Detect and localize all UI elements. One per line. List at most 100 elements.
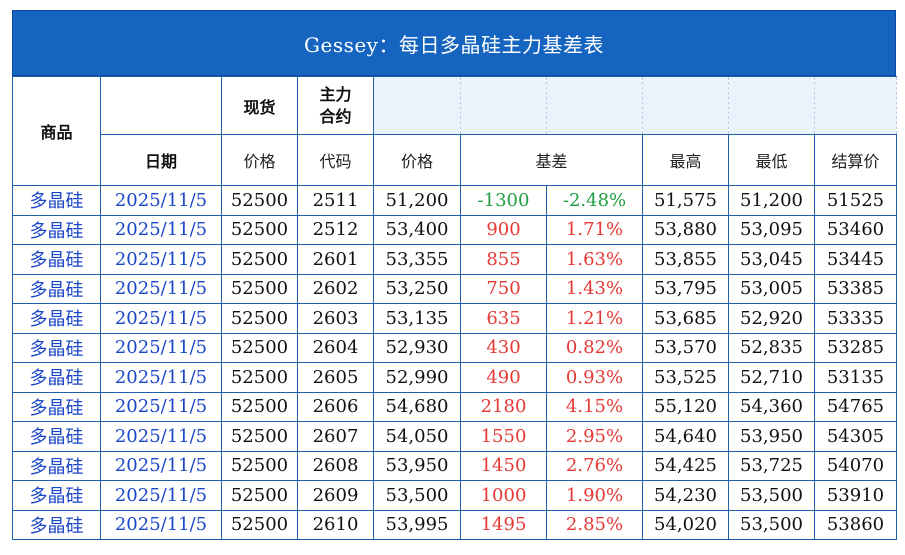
- cell-price: 52,990: [373, 362, 461, 393]
- cell-price: 52,930: [373, 332, 461, 363]
- cell-basis-pct: 2.95%: [546, 421, 643, 452]
- cell-basis: 1550: [460, 421, 547, 452]
- cell-date: 2025/11/5: [100, 480, 222, 511]
- cell-spot: 52500: [221, 214, 298, 245]
- cell-price: 54,050: [373, 421, 461, 452]
- table-row: 多晶硅 2025/11/5 52500 2604 52,930 430 0.82% 53,57…: [12, 332, 897, 363]
- header-high: 最高: [642, 134, 729, 186]
- cell-settle: 51525: [814, 185, 897, 216]
- cell-basis-pct: 2.76%: [546, 450, 643, 481]
- header-shaded-cell: [460, 76, 547, 135]
- cell-code: 2601: [297, 244, 374, 275]
- cell-spot: 52500: [221, 509, 298, 540]
- cell-price: 51,200: [373, 185, 461, 216]
- cell-date: 2025/11/5: [100, 362, 222, 393]
- cell-low: 52,710: [728, 362, 815, 393]
- cell-settle: 54305: [814, 421, 897, 452]
- cell-basis-pct: 1.43%: [546, 273, 643, 304]
- cell-high: 54,640: [642, 421, 729, 452]
- basis-table: 商品 现货 主力 合约 日期 价格 代码 价格 基差 最高 最低 结算价: [12, 76, 897, 540]
- cell-product: 多晶硅: [12, 391, 101, 422]
- cell-code: 2604: [297, 332, 374, 363]
- cell-high: 51,575: [642, 185, 729, 216]
- cell-high: 54,020: [642, 509, 729, 540]
- cell-code: 2603: [297, 303, 374, 334]
- cell-low: 53,095: [728, 214, 815, 245]
- cell-basis: 490: [460, 362, 547, 393]
- cell-price: 53,250: [373, 273, 461, 304]
- header-code: 代码: [297, 134, 374, 186]
- cell-date: 2025/11/5: [100, 450, 222, 481]
- cell-high: 53,570: [642, 332, 729, 363]
- cell-basis: 750: [460, 273, 547, 304]
- cell-date: 2025/11/5: [100, 332, 222, 363]
- table-row: 多晶硅 2025/11/5 52500 2601 53,355 855 1.63% 53,85…: [12, 244, 897, 275]
- cell-high: 53,880: [642, 214, 729, 245]
- cell-product: 多晶硅: [12, 185, 101, 216]
- cell-basis-pct: 1.63%: [546, 244, 643, 275]
- header-shaded-cell: [546, 76, 643, 135]
- cell-basis-pct: 2.85%: [546, 509, 643, 540]
- table-row: 多晶硅 2025/11/5 52500 2608 53,950 1450 2.76% 54,4…: [12, 450, 897, 481]
- cell-code: 2609: [297, 480, 374, 511]
- cell-low: 53,005: [728, 273, 815, 304]
- header-basis: 基差: [460, 134, 643, 186]
- table-row: 多晶硅 2025/11/5 52500 2511 51,200 -1300 -2.48% 51…: [12, 185, 897, 216]
- cell-basis: -1300: [460, 185, 547, 216]
- cell-code: 2602: [297, 273, 374, 304]
- cell-code: 2512: [297, 214, 374, 245]
- cell-low: 53,950: [728, 421, 815, 452]
- header-date: 日期: [100, 134, 222, 186]
- cell-basis: 430: [460, 332, 547, 363]
- cell-settle: 53385: [814, 273, 897, 304]
- cell-code: 2608: [297, 450, 374, 481]
- cell-settle: 53335: [814, 303, 897, 334]
- cell-high: 53,855: [642, 244, 729, 275]
- cell-high: 54,230: [642, 480, 729, 511]
- cell-settle: 54765: [814, 391, 897, 422]
- cell-basis: 900: [460, 214, 547, 245]
- header-price: 价格: [373, 134, 461, 186]
- table-row: 多晶硅 2025/11/5 52500 2607 54,050 1550 2.95% 54,6…: [12, 421, 897, 452]
- cell-code: 2607: [297, 421, 374, 452]
- cell-product: 多晶硅: [12, 509, 101, 540]
- basis-table-panel: Gessey：每日多晶硅主力基差表 商品 现货 主力 合约 日期 价格: [12, 10, 897, 540]
- header-spot-price: 价格: [221, 134, 298, 186]
- header-shaded-cell: [373, 76, 461, 135]
- cell-code: 2610: [297, 509, 374, 540]
- cell-settle: 54070: [814, 450, 897, 481]
- header-shaded-cell: [642, 76, 729, 135]
- cell-date: 2025/11/5: [100, 303, 222, 334]
- cell-price: 54,680: [373, 391, 461, 422]
- cell-product: 多晶硅: [12, 214, 101, 245]
- cell-product: 多晶硅: [12, 303, 101, 334]
- cell-code: 2511: [297, 185, 374, 216]
- cell-price: 53,500: [373, 480, 461, 511]
- table-row: 多晶硅 2025/11/5 52500 2603 53,135 635 1.21% 53,68…: [12, 303, 897, 334]
- table-title: Gessey：每日多晶硅主力基差表: [12, 10, 896, 76]
- cell-spot: 52500: [221, 421, 298, 452]
- cell-spot: 52500: [221, 362, 298, 393]
- cell-product: 多晶硅: [12, 480, 101, 511]
- cell-basis: 2180: [460, 391, 547, 422]
- cell-settle: 53860: [814, 509, 897, 540]
- cell-spot: 52500: [221, 480, 298, 511]
- cell-date: 2025/11/5: [100, 214, 222, 245]
- cell-high: 53,795: [642, 273, 729, 304]
- cell-code: 2606: [297, 391, 374, 422]
- cell-low: 54,360: [728, 391, 815, 422]
- cell-low: 53,500: [728, 509, 815, 540]
- cell-spot: 52500: [221, 332, 298, 363]
- header-low: 最低: [728, 134, 815, 186]
- cell-price: 53,995: [373, 509, 461, 540]
- table-row: 多晶硅 2025/11/5 52500 2610 53,995 1495 2.85% 54,0…: [12, 509, 897, 540]
- cell-low: 52,920: [728, 303, 815, 334]
- header-spot: 现货: [221, 76, 298, 135]
- cell-high: 55,120: [642, 391, 729, 422]
- header-settle: 结算价: [814, 134, 897, 186]
- cell-date: 2025/11/5: [100, 273, 222, 304]
- header-product: 商品: [12, 76, 101, 186]
- cell-price: 53,135: [373, 303, 461, 334]
- cell-basis-pct: -2.48%: [546, 185, 643, 216]
- cell-product: 多晶硅: [12, 362, 101, 393]
